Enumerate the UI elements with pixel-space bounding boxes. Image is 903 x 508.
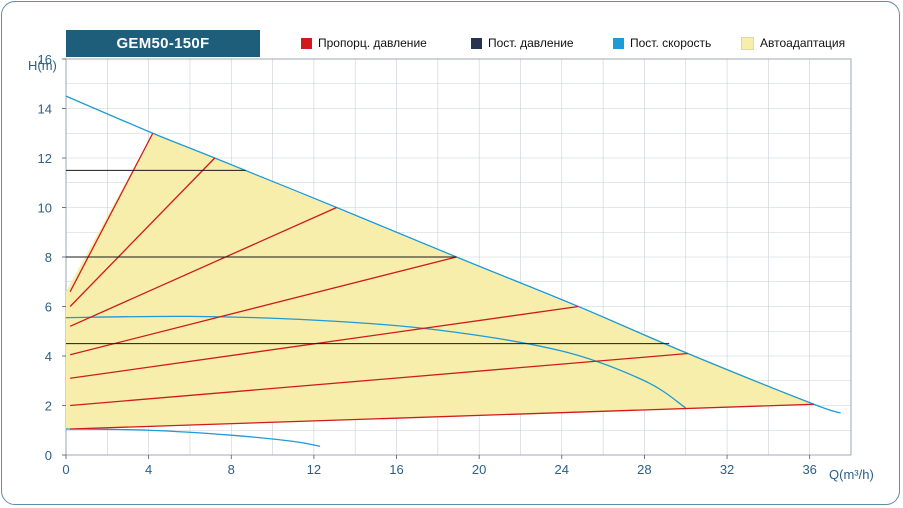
x-tick-label: 32 — [720, 462, 734, 477]
proportional-pressure-line — [70, 305, 579, 379]
y-tick-label: 2 — [45, 399, 52, 414]
x-tick-label: 4 — [145, 462, 152, 477]
y-tick-label: 16 — [38, 52, 52, 67]
autoadaptation-area — [66, 133, 814, 430]
proportional-pressure-line — [69, 256, 457, 356]
x-tick-label: 20 — [472, 462, 486, 477]
constant-speed-curve — [65, 428, 321, 447]
y-tick-label: 0 — [45, 448, 52, 463]
y-tick-label: 6 — [45, 300, 52, 315]
legend-label: Пост. давление — [488, 36, 574, 50]
x-tick-label: 12 — [307, 462, 321, 477]
x-tick-label: 24 — [555, 462, 569, 477]
chart-title: GEM50-150F — [66, 30, 260, 57]
x-tick-label: 8 — [228, 462, 235, 477]
x-axis-label: Q(m³/h) — [829, 467, 874, 482]
y-tick-label: 14 — [38, 102, 52, 117]
x-tick-label: 0 — [62, 462, 69, 477]
legend-label: Пропорц. давление — [318, 36, 427, 50]
legend-item-autoadaptation: Автоадаптация — [741, 36, 845, 50]
x-tick-label: 28 — [637, 462, 651, 477]
proportional-pressure-line — [69, 132, 154, 292]
proportional-pressure-line — [70, 352, 688, 407]
legend-swatch-yellow — [741, 36, 754, 50]
proportional-pressure-line — [69, 206, 337, 327]
proportional-pressure-line — [70, 403, 814, 430]
y-tick-label: 10 — [38, 201, 52, 216]
y-tick-label: 8 — [45, 250, 52, 265]
legend-label: Пост. скорость — [630, 36, 712, 50]
legend-swatch-blue — [613, 37, 624, 49]
legend-swatch-red — [301, 37, 312, 49]
legend-item-constant-pressure: Пост. давление — [471, 36, 574, 50]
y-tick-label: 12 — [38, 151, 52, 166]
constant-speed-curve — [65, 315, 687, 409]
x-tick-label: 16 — [389, 462, 403, 477]
y-axis-label: H(m) — [28, 58, 57, 73]
proportional-pressure-line — [69, 157, 216, 307]
y-tick-label: 4 — [45, 349, 52, 364]
legend-item-proportional-pressure: Пропорц. давление — [301, 36, 427, 50]
legend-label: Автоадаптация — [760, 36, 846, 50]
legend-item-constant-speed: Пост. скорость — [613, 36, 711, 50]
legend-swatch-navy — [471, 37, 482, 49]
x-tick-label: 36 — [802, 462, 816, 477]
